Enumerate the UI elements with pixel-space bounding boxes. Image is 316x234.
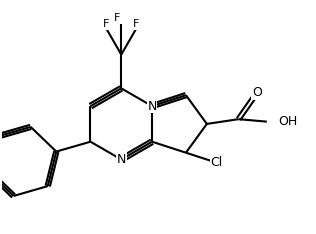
Text: F: F [133, 19, 140, 29]
Text: OH: OH [279, 115, 298, 128]
Text: O: O [252, 86, 262, 99]
Text: F: F [103, 19, 109, 29]
Text: N: N [147, 100, 157, 113]
Text: N: N [117, 153, 126, 166]
Text: F: F [114, 13, 120, 23]
Text: Cl: Cl [210, 156, 222, 169]
